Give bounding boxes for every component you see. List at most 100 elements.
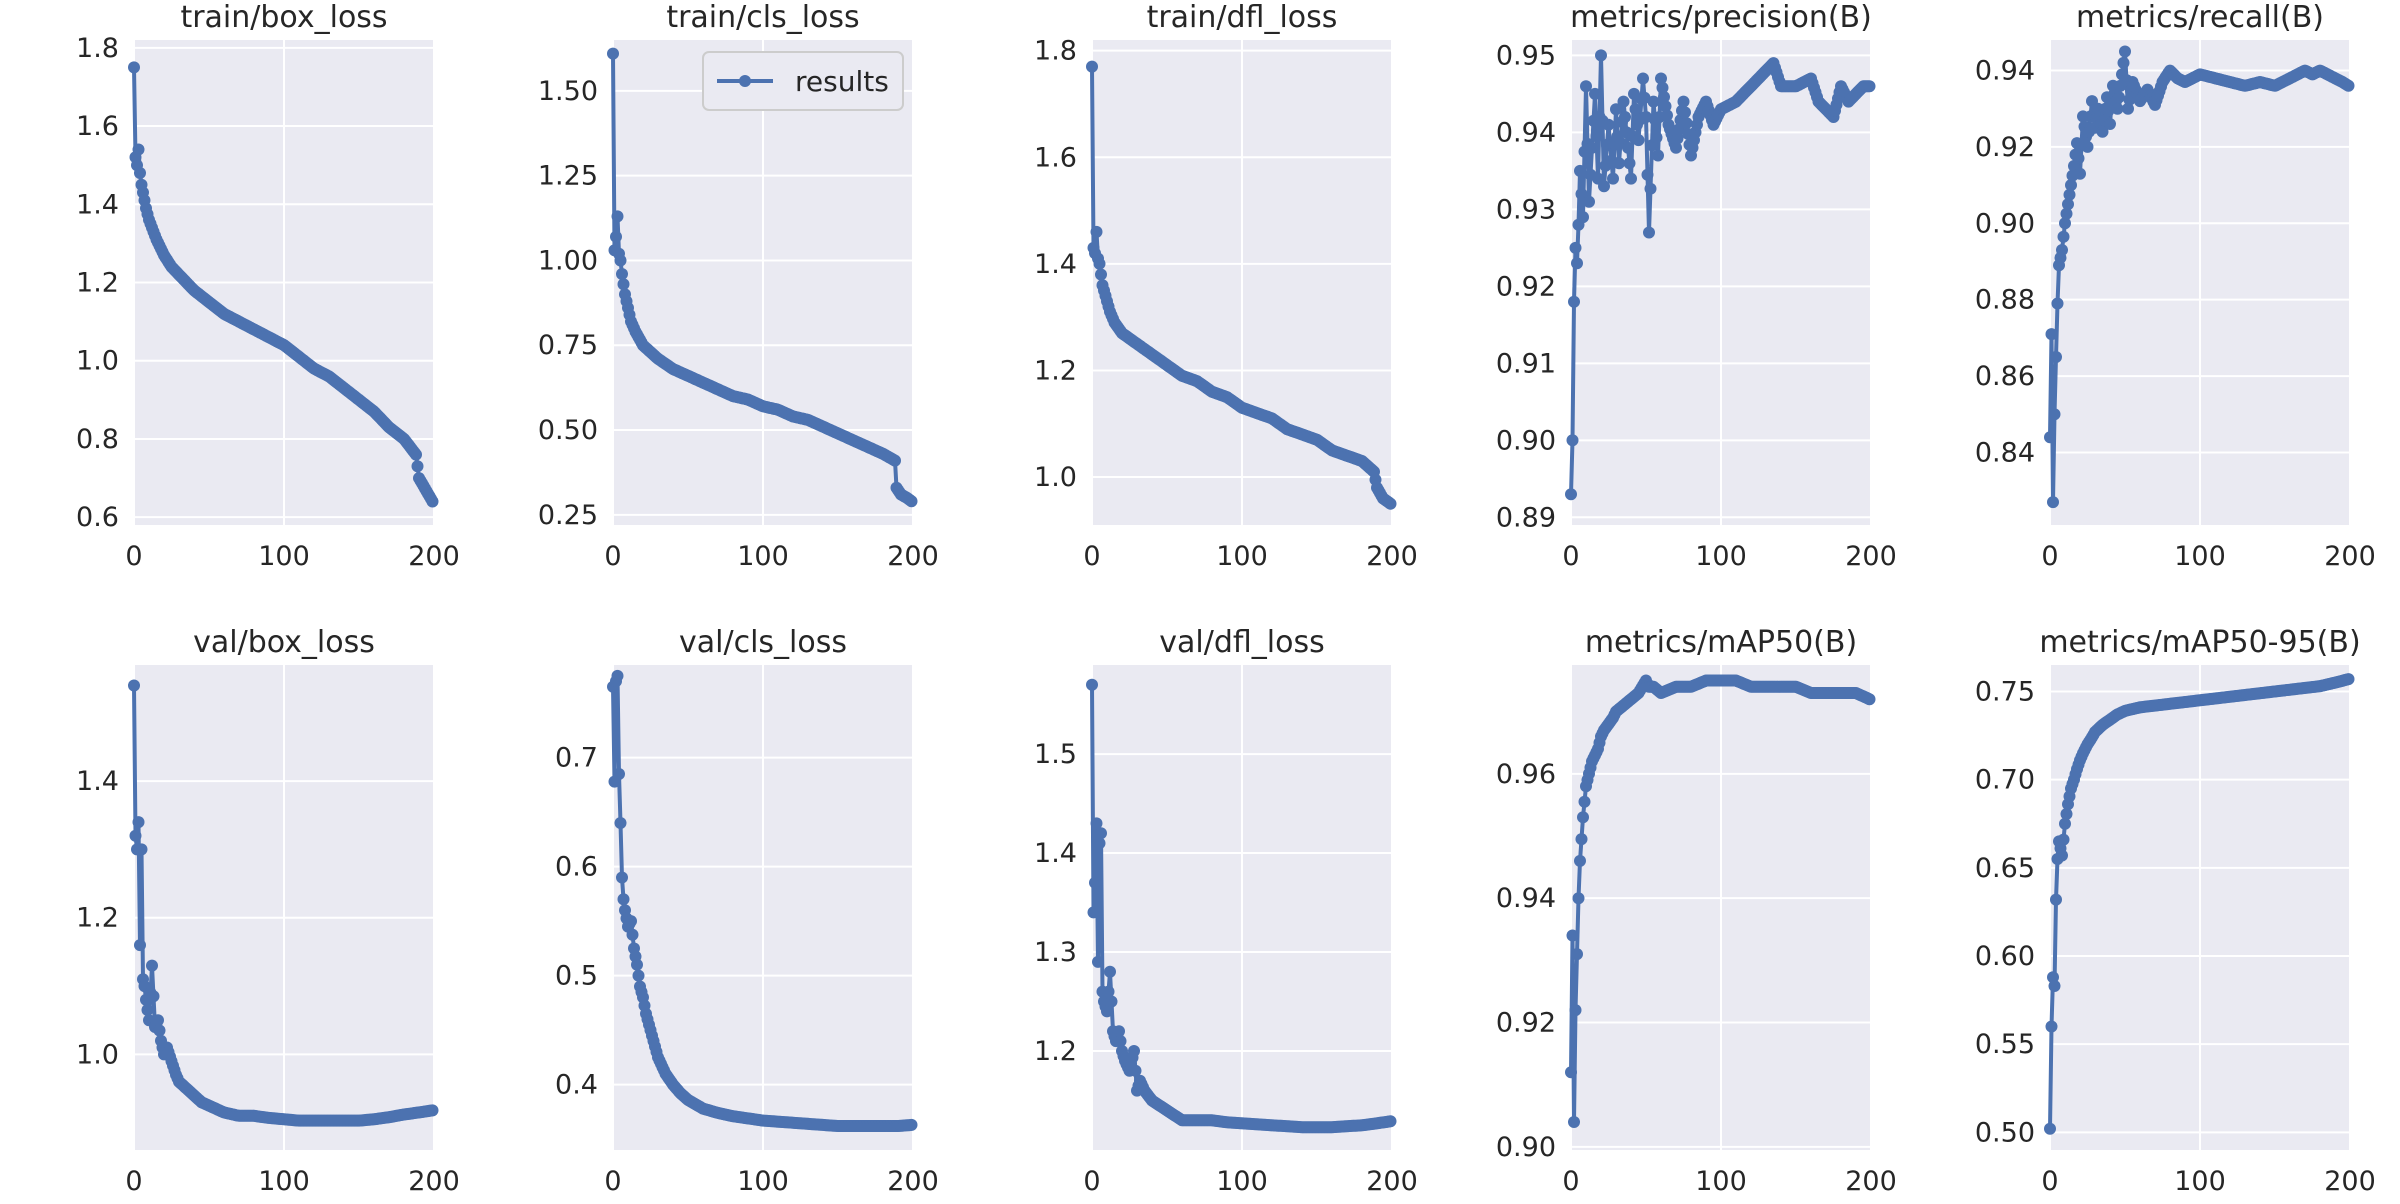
data-point xyxy=(2074,167,2086,180)
data-point xyxy=(613,768,625,780)
data-point xyxy=(2044,1122,2056,1135)
data-point xyxy=(1680,117,1693,130)
y-tick-label: 0.75 xyxy=(538,330,598,361)
y-tick-label: 1.8 xyxy=(76,33,119,64)
data-point xyxy=(1384,497,1397,510)
x-tick-label: 100 xyxy=(1695,541,1747,572)
data-point xyxy=(1092,955,1104,968)
series-markers xyxy=(1086,60,1397,510)
data-point xyxy=(2062,198,2074,211)
subplot-title: val/cls_loss xyxy=(679,625,847,660)
y-tick-label: 1.4 xyxy=(76,766,119,797)
data-point xyxy=(1577,811,1589,824)
subplot: metrics/mAP50-95(B) 0 100 200 0.50 0.55 0.60 0.… xyxy=(1975,625,2376,1197)
data-point xyxy=(2044,431,2056,444)
data-point xyxy=(2056,244,2068,256)
data-point xyxy=(1679,106,1691,119)
y-tick-label: 0.89 xyxy=(1496,502,1556,533)
y-tick-label: 1.2 xyxy=(76,268,119,299)
y-tick-label: 1.25 xyxy=(538,161,598,192)
data-point xyxy=(1671,132,1684,145)
data-point xyxy=(607,47,619,60)
data-point xyxy=(1610,103,1622,116)
y-tick-label: 0.75 xyxy=(1975,676,2035,707)
data-point xyxy=(1568,1116,1580,1128)
data-point xyxy=(617,893,630,906)
y-tick-label: 0.95 xyxy=(1496,40,1556,71)
data-point xyxy=(1574,164,1586,177)
x-tick-label: 100 xyxy=(737,541,789,572)
x-tick-label: 100 xyxy=(2174,541,2226,572)
data-point xyxy=(1619,111,1631,123)
y-tick-label: 0.92 xyxy=(1975,132,2035,163)
data-point xyxy=(626,928,639,941)
data-point xyxy=(1113,1025,1125,1038)
data-point xyxy=(426,495,439,508)
x-tick-label: 200 xyxy=(1366,541,1418,572)
subplot: metrics/precision(B) 0 100 200 0.89 0.90 0.91 0… xyxy=(1496,0,1897,572)
data-point xyxy=(1595,49,1607,62)
data-point xyxy=(1566,434,1579,447)
y-tick-label: 1.0 xyxy=(1034,462,1077,493)
data-point xyxy=(132,143,145,156)
data-point xyxy=(610,230,622,243)
data-point xyxy=(1863,80,1876,93)
subplot-title: train/box_loss xyxy=(180,0,387,35)
subplot-grid: train/box_loss 0 100 200 0.6 0.8 1.0 1.2 1.4 1.6 1… xyxy=(76,0,2376,1197)
x-tick-label: 100 xyxy=(2174,1166,2226,1197)
x-tick-label: 0 xyxy=(2041,541,2058,572)
data-point xyxy=(2122,102,2134,115)
subplot: metrics/mAP50(B) 0 100 200 0.90 0.92 0.94 0.96 xyxy=(1496,625,1897,1197)
data-point xyxy=(2072,152,2085,165)
data-point xyxy=(2045,328,2058,341)
subplot: train/dfl_loss 0 100 200 1.0 1.2 1.4 1.6 1.8 xyxy=(1034,0,1418,572)
data-point xyxy=(1677,95,1690,108)
x-tick-label: 200 xyxy=(408,541,460,572)
data-point xyxy=(1568,295,1580,308)
y-tick-label: 0.91 xyxy=(1496,348,1556,379)
subplot: val/cls_loss 0 100 200 0.4 0.5 0.6 0.7 xyxy=(555,625,939,1197)
data-point xyxy=(1086,678,1098,691)
data-point xyxy=(2063,188,2076,201)
data-point xyxy=(153,1024,166,1037)
x-tick-label: 200 xyxy=(2324,541,2376,572)
x-tick-label: 0 xyxy=(1562,1166,1579,1197)
y-tick-label: 1.4 xyxy=(1034,249,1077,280)
data-point xyxy=(1565,1066,1577,1079)
y-tick-label: 0.70 xyxy=(1975,765,2035,796)
x-tick-label: 200 xyxy=(408,1166,460,1197)
data-point xyxy=(632,969,645,982)
subplot-title: train/dfl_loss xyxy=(1147,0,1338,35)
series-markers xyxy=(1086,678,1397,1134)
data-point xyxy=(1583,195,1595,208)
y-tick-label: 0.90 xyxy=(1496,425,1556,456)
y-tick-label: 0.86 xyxy=(1975,361,2035,392)
data-point xyxy=(1640,111,1652,123)
y-tick-label: 0.94 xyxy=(1975,56,2035,87)
data-point xyxy=(1602,118,1615,131)
x-tick-label: 0 xyxy=(604,1166,621,1197)
data-point xyxy=(2060,808,2073,820)
subplot: val/dfl_loss 0 100 200 1.2 1.3 1.4 1.5 xyxy=(1034,625,1418,1197)
y-tick-label: 0.50 xyxy=(538,415,598,446)
data-point xyxy=(132,816,145,829)
data-point xyxy=(1087,906,1100,919)
data-point xyxy=(1629,103,1642,116)
y-tick-label: 0.94 xyxy=(1496,117,1556,148)
data-point xyxy=(1571,948,1583,961)
data-point xyxy=(2081,140,2094,153)
data-point xyxy=(1863,693,1876,706)
series-markers xyxy=(1565,674,1876,1128)
data-point xyxy=(134,167,146,179)
y-tick-label: 0.84 xyxy=(1975,437,2035,468)
y-tick-label: 0.90 xyxy=(1975,208,2035,239)
y-tick-label: 0.55 xyxy=(1975,1029,2035,1060)
y-tick-label: 1.5 xyxy=(1034,739,1077,770)
y-tick-label: 1.2 xyxy=(76,903,119,934)
x-tick-label: 100 xyxy=(1695,1166,1747,1197)
data-point xyxy=(1575,833,1588,846)
y-tick-label: 0.92 xyxy=(1496,1008,1556,1039)
y-tick-label: 0.60 xyxy=(1975,941,2035,972)
data-point xyxy=(411,460,424,473)
